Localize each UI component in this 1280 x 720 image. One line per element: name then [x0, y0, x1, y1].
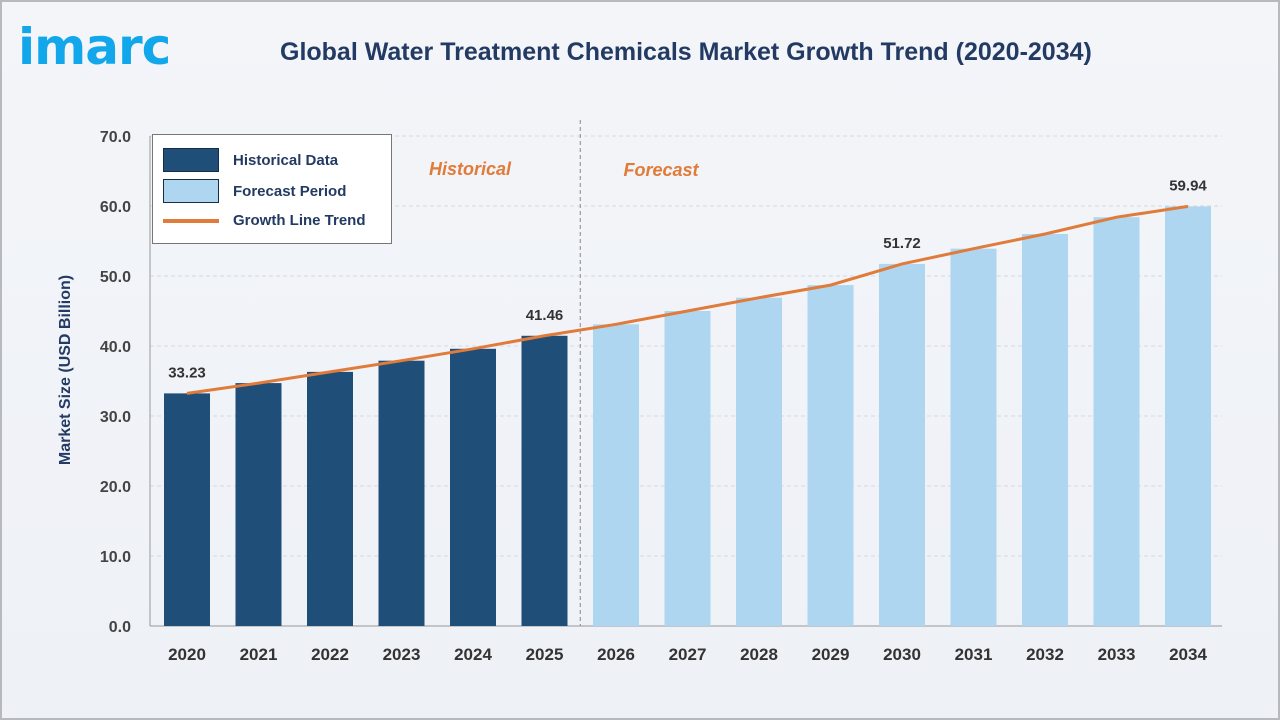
bar-2021 — [235, 383, 282, 626]
x-tick-label: 2021 — [240, 645, 278, 664]
bar-2033 — [1093, 217, 1140, 626]
bar-2022 — [307, 371, 353, 626]
legend-forecast: Forecast Period — [163, 179, 346, 203]
bar-2025 — [521, 335, 568, 626]
y-tick-label: 70.0 — [100, 129, 131, 146]
bar-2027 — [664, 311, 711, 626]
x-tick-label: 2025 — [526, 645, 564, 664]
x-tick-label: 2022 — [311, 645, 349, 664]
bar-2020 — [164, 393, 210, 626]
bar-2032 — [1022, 234, 1068, 626]
legend-swatch-trend — [163, 218, 219, 223]
bar-2023 — [378, 360, 425, 626]
imarc-logo: imarc — [18, 18, 171, 76]
legend-historical: Historical Data — [163, 148, 338, 172]
legend-label: Growth Line Trend — [233, 212, 366, 229]
x-tick-label: 2031 — [955, 645, 993, 664]
legend-label: Historical Data — [233, 151, 339, 169]
x-tick-label: 2030 — [883, 645, 921, 664]
legend: Historical Data Forecast Period Growth L… — [152, 134, 392, 244]
chart-title: Global Water Treatment Chemicals Market … — [280, 38, 1092, 66]
legend-swatch-historical — [163, 148, 219, 172]
section-label-forecast: Forecast — [623, 160, 699, 180]
legend-label: Forecast Period — [233, 182, 347, 200]
x-tick-label: 2032 — [1026, 645, 1064, 664]
x-tick-label: 2028 — [740, 645, 778, 664]
y-tick-label: 20.0 — [100, 479, 131, 496]
legend-swatch-forecast — [163, 179, 219, 203]
bar-2026 — [593, 324, 639, 626]
x-tick-label: 2029 — [812, 645, 850, 664]
bar-2030 — [879, 263, 925, 626]
y-axis-label: Market Size (USD Billion) — [57, 275, 74, 465]
x-tick-label: 2023 — [383, 645, 421, 664]
x-tick-label: 2034 — [1169, 645, 1207, 664]
x-tick-label: 2027 — [669, 645, 707, 664]
data-label: 59.94 — [1169, 177, 1207, 194]
x-tick-label: 2020 — [168, 645, 206, 664]
bar-2029 — [807, 285, 854, 626]
growth-trend-line — [186, 204, 1189, 395]
bar-2024 — [450, 348, 496, 626]
x-tick-label: 2024 — [454, 645, 492, 664]
section-label-historical: Historical — [429, 159, 512, 179]
data-label: 41.46 — [526, 307, 564, 324]
legend-trend: Growth Line Trend — [163, 212, 366, 229]
bar-2028 — [736, 297, 782, 626]
bar-2034 — [1165, 206, 1211, 627]
y-tick-label: 10.0 — [100, 549, 131, 566]
y-tick-label: 30.0 — [100, 409, 131, 426]
y-tick-label: 50.0 — [100, 269, 131, 286]
x-tick-label: 2026 — [597, 645, 635, 664]
y-tick-label: 60.0 — [100, 199, 131, 216]
x-tick-label: 2033 — [1098, 645, 1136, 664]
bar-2031 — [950, 248, 997, 626]
y-tick-label: 0.0 — [109, 619, 131, 636]
data-label: 33.23 — [168, 364, 206, 381]
y-tick-label: 40.0 — [100, 339, 131, 356]
data-label: 51.72 — [883, 235, 921, 252]
